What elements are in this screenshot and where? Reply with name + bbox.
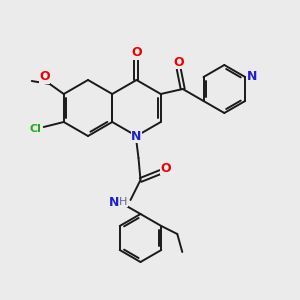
- Text: N: N: [131, 130, 142, 142]
- Text: N: N: [247, 70, 257, 83]
- Text: Cl: Cl: [30, 124, 42, 134]
- Text: O: O: [131, 46, 142, 59]
- Text: N: N: [109, 196, 120, 208]
- Text: H: H: [119, 197, 128, 207]
- Text: O: O: [39, 70, 50, 83]
- Text: O: O: [173, 56, 184, 68]
- Text: O: O: [160, 161, 171, 175]
